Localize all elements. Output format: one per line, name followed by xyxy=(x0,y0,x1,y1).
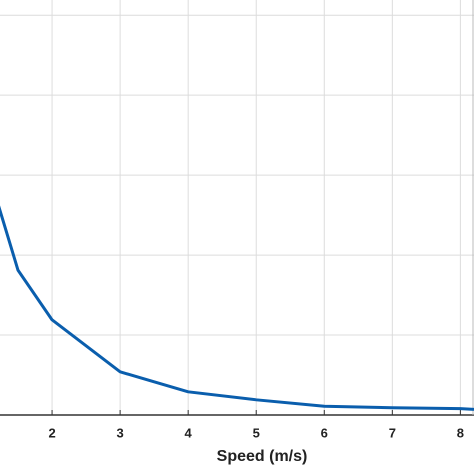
x-tick-label: 2 xyxy=(48,425,55,440)
x-tick-label: 5 xyxy=(253,425,260,440)
plot-area xyxy=(0,205,474,411)
x-tick-label: 7 xyxy=(389,425,396,440)
x-axis-label: Speed (m/s) xyxy=(217,448,308,465)
grid xyxy=(0,0,474,416)
x-tick-label: 4 xyxy=(185,425,193,440)
x-tick-label: 3 xyxy=(116,425,123,440)
line-series xyxy=(0,205,474,411)
x-tick-label: 8 xyxy=(457,425,464,440)
x-tick-label: 6 xyxy=(321,425,328,440)
